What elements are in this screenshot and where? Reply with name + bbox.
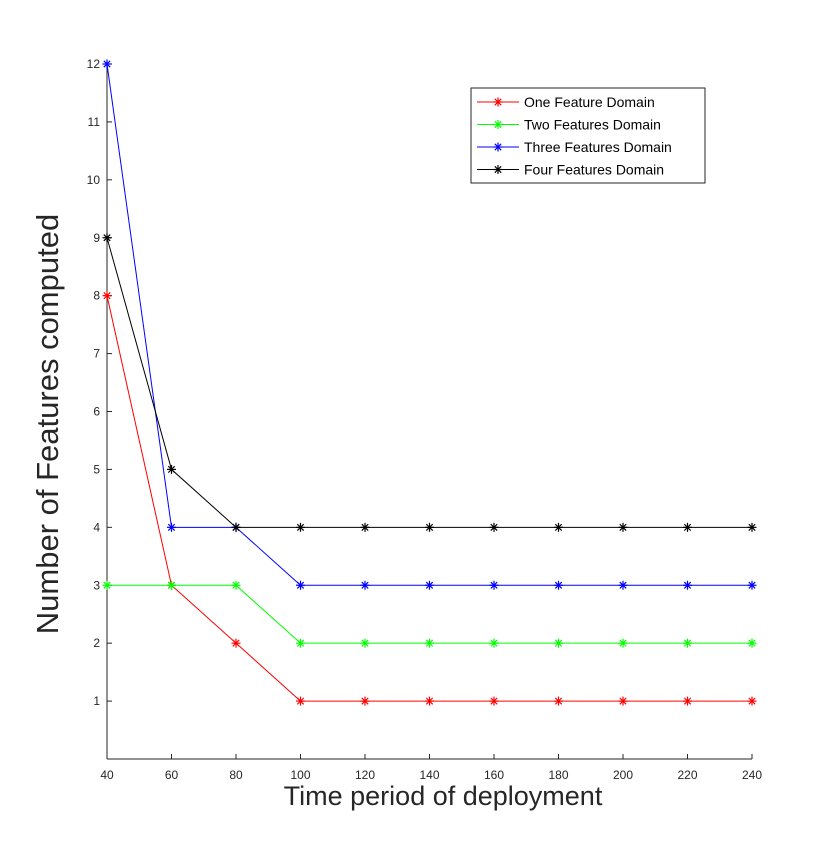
y-tick-label: 10 <box>87 173 101 187</box>
series-line <box>106 237 752 528</box>
data-point <box>747 580 757 590</box>
series-three-features-domain <box>102 59 757 590</box>
series-two-features-domain <box>102 580 757 648</box>
data-point <box>296 638 305 648</box>
data-point <box>360 638 370 648</box>
x-tick-label: 100 <box>290 768 310 782</box>
legend-marker <box>493 120 503 129</box>
data-point <box>296 580 305 590</box>
x-tick-label: 240 <box>742 768 762 782</box>
data-point <box>489 638 499 648</box>
data-point <box>554 696 563 706</box>
data-point <box>296 696 305 706</box>
data-point <box>554 522 563 532</box>
y-tick-label: 4 <box>93 520 100 534</box>
legend-label: One Feature Domain <box>524 94 655 110</box>
legend-label: Four Features Domain <box>524 162 664 178</box>
data-point <box>360 522 370 532</box>
x-tick-label: 60 <box>165 768 179 782</box>
legend-marker <box>493 142 503 152</box>
data-point <box>231 638 241 648</box>
data-point <box>102 233 112 243</box>
data-point <box>360 696 370 706</box>
data-point <box>683 696 692 706</box>
data-point <box>167 464 176 474</box>
data-point <box>683 638 692 648</box>
x-axis-label: Time period of deployment <box>284 781 603 811</box>
data-point <box>618 638 628 648</box>
y-tick-label: 7 <box>93 347 100 361</box>
data-point <box>683 580 692 590</box>
data-point <box>167 580 176 590</box>
x-tick-label: 140 <box>419 768 439 782</box>
y-tick-label: 5 <box>93 462 100 476</box>
legend-entry: Three Features Domain <box>477 139 672 155</box>
legend-label: Two Features Domain <box>524 117 661 133</box>
data-point <box>425 522 434 532</box>
y-tick-label: 11 <box>88 115 101 129</box>
data-point <box>489 522 499 532</box>
data-point <box>102 291 112 301</box>
data-point <box>618 696 628 706</box>
x-tick-label: 220 <box>677 768 697 782</box>
data-point <box>231 522 241 532</box>
y-tick-label: 2 <box>93 636 100 650</box>
data-point <box>618 580 628 590</box>
legend-box <box>470 87 706 184</box>
legend-marker <box>493 165 503 174</box>
data-point <box>554 638 563 648</box>
data-point <box>102 580 112 590</box>
ticks: 40 60 80 100 120 140 160 180 200 220 2401234567891… <box>87 57 763 782</box>
y-tick-label: 9 <box>93 231 100 245</box>
y-axis-label: Number of Features computed <box>30 214 65 634</box>
legend: One Feature Domain Two Features Domain Thr… <box>470 87 706 184</box>
legend-entry: Two Features Domain <box>477 117 661 133</box>
data-point <box>618 522 628 532</box>
data-point <box>425 580 434 590</box>
data-point <box>747 696 757 706</box>
y-tick-label: 12 <box>87 57 101 71</box>
data-point <box>102 59 112 69</box>
data-point <box>296 522 305 532</box>
data-point <box>554 580 563 590</box>
x-tick-label: 180 <box>548 768 568 782</box>
legend-entry: One Feature Domain <box>477 94 655 110</box>
x-tick-label: 160 <box>484 768 504 782</box>
x-tick-label: 40 <box>100 768 114 782</box>
data-point <box>747 522 757 532</box>
x-tick-label: 200 <box>613 768 633 782</box>
legend-label: Three Features Domain <box>524 139 672 155</box>
data-point <box>231 580 241 590</box>
y-tick-label: 6 <box>93 405 100 419</box>
data-point <box>747 638 757 648</box>
data-point <box>489 580 499 590</box>
data-point <box>425 696 434 706</box>
x-tick-label: 80 <box>229 768 243 782</box>
data-point <box>683 522 692 532</box>
data-point <box>425 638 434 648</box>
y-tick-label: 8 <box>93 289 100 303</box>
legend-entry: Four Features Domain <box>477 162 664 178</box>
data-point <box>489 696 499 706</box>
x-tick-label: 120 <box>355 768 375 782</box>
y-tick-label: 1 <box>93 694 100 708</box>
data-point <box>360 580 370 590</box>
series-group <box>102 59 757 706</box>
legend-marker <box>493 97 503 107</box>
series-four-features-domain <box>102 233 757 532</box>
y-tick-label: 3 <box>93 578 100 592</box>
data-point <box>167 522 176 532</box>
